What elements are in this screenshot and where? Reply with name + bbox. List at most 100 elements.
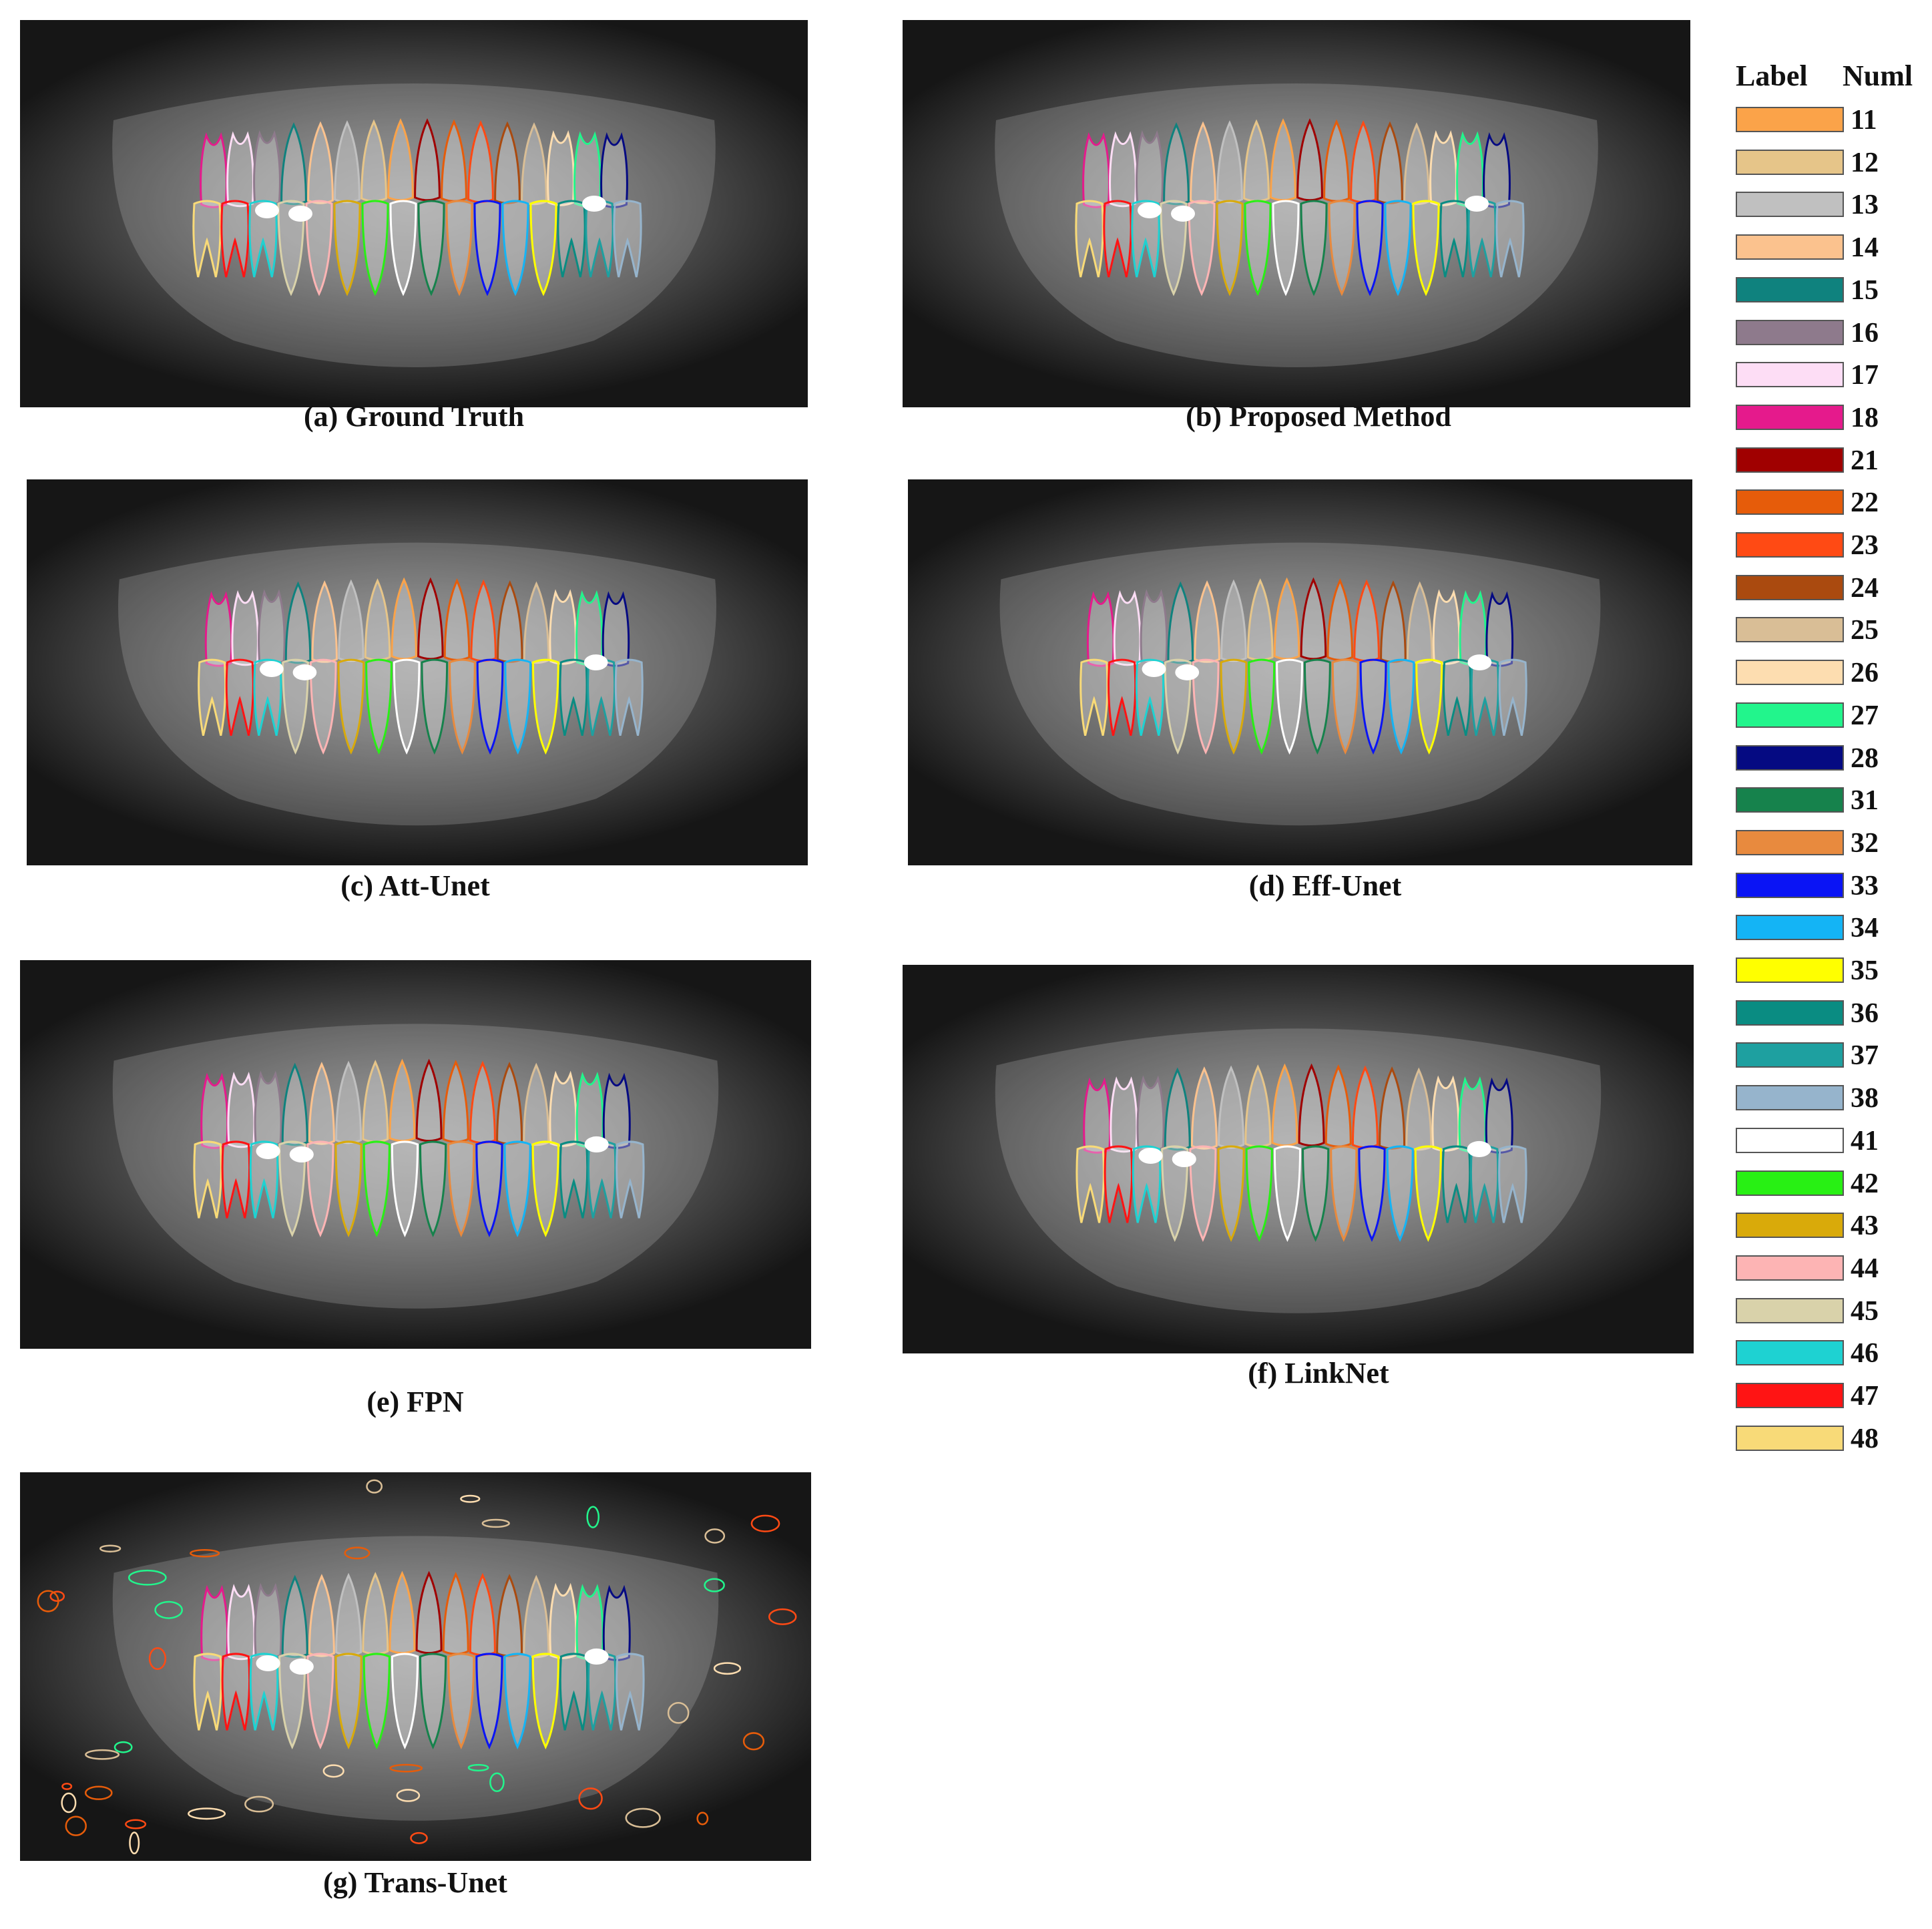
tooth-17	[226, 131, 254, 208]
false-positive-blob	[696, 1811, 709, 1826]
false-positive-blob	[322, 1764, 344, 1778]
tooth-48	[1075, 200, 1104, 278]
legend-swatch	[1736, 107, 1844, 132]
legend-item-43: 43	[1736, 1211, 1932, 1241]
tooth-16	[258, 589, 286, 665]
tooth-15	[280, 122, 307, 206]
legend-number: 11	[1851, 105, 1877, 136]
tooth-24	[1379, 1066, 1406, 1150]
legend-item-12: 12	[1736, 147, 1932, 178]
tooth-48	[198, 658, 227, 736]
filling	[1175, 664, 1200, 680]
legend-swatch	[1736, 276, 1844, 302]
tooth-32	[449, 658, 476, 755]
tooth-32	[1328, 200, 1356, 296]
tooth-26	[1431, 1075, 1460, 1152]
legend-swatch	[1736, 915, 1844, 941]
tooth-48	[1079, 658, 1109, 736]
filling	[1138, 1147, 1163, 1164]
legend-item-46: 46	[1736, 1338, 1932, 1369]
segmentation-overlay	[995, 83, 1598, 367]
caption-f: (f) LinkNet	[1248, 1357, 1389, 1389]
tooth-14	[308, 1574, 335, 1657]
tooth-28	[602, 1072, 631, 1149]
false-positive-blob	[742, 1732, 765, 1751]
tooth-47	[1104, 1145, 1134, 1223]
legend-item-26: 26	[1736, 658, 1932, 688]
legend-number: 42	[1851, 1168, 1879, 1199]
legend-number: 33	[1851, 870, 1879, 901]
tooth-32	[445, 200, 473, 296]
tooth-25	[1405, 1067, 1433, 1151]
false-positive-blob	[467, 1763, 489, 1771]
tooth-26	[1432, 589, 1461, 665]
segmentation-overlay	[112, 83, 716, 367]
false-positive-blob	[129, 1832, 140, 1855]
tooth-42	[363, 1653, 391, 1749]
legend-item-44: 44	[1736, 1253, 1932, 1284]
tooth-34	[1387, 658, 1415, 755]
tooth-37	[1470, 658, 1499, 736]
legend-number: 32	[1851, 827, 1879, 859]
tooth-47	[225, 658, 254, 736]
legend-number: 12	[1851, 147, 1879, 178]
filling	[288, 206, 312, 222]
legend-number: 35	[1851, 955, 1879, 986]
legend-item-47: 47	[1736, 1381, 1932, 1412]
legend-item-35: 35	[1736, 955, 1932, 986]
tooth-35	[529, 200, 557, 296]
false-positive-blob	[125, 1819, 147, 1830]
legend-swatch	[1736, 957, 1844, 983]
legend-swatch	[1736, 574, 1844, 600]
tooth-34	[503, 1140, 531, 1237]
false-positive-blob	[244, 1795, 274, 1813]
tooth-27	[573, 131, 601, 208]
tooth-26	[549, 1582, 577, 1659]
filling	[583, 654, 608, 671]
legend-number: 13	[1851, 190, 1879, 221]
tooth-37	[587, 658, 616, 736]
legend-swatch	[1736, 744, 1844, 771]
tooth-27	[1458, 1076, 1487, 1153]
false-positive-blob	[49, 1590, 65, 1602]
legend-item-17: 17	[1736, 360, 1932, 391]
tooth-46	[248, 200, 278, 278]
tooth-43	[1216, 200, 1244, 296]
tooth-14	[311, 580, 338, 663]
tooth-14	[1190, 121, 1216, 204]
legend-item-16: 16	[1736, 318, 1932, 349]
legend-item-28: 28	[1736, 742, 1932, 774]
false-positive-blob	[389, 1763, 423, 1773]
false-positive-blob	[667, 1702, 690, 1724]
tooth-38	[1495, 200, 1525, 278]
tooth-38	[616, 1140, 645, 1219]
legend-item-45: 45	[1736, 1296, 1932, 1327]
tooth-24	[494, 121, 521, 204]
legend-swatch	[1736, 660, 1844, 686]
tooth-41	[391, 1140, 419, 1237]
legend-item-36: 36	[1736, 998, 1932, 1029]
legend-number: 28	[1851, 742, 1879, 774]
filling	[584, 1648, 609, 1665]
legend-item-32: 32	[1736, 827, 1932, 859]
tooth-25	[1403, 122, 1430, 206]
tooth-16	[1136, 1075, 1165, 1152]
false-positive-blob	[85, 1749, 120, 1760]
tooth-43	[334, 1140, 363, 1237]
false-positive-blob	[84, 1785, 113, 1800]
tooth-46	[1131, 200, 1160, 278]
legend-number: 47	[1851, 1381, 1879, 1412]
tooth-25	[521, 122, 547, 206]
tooth-35	[531, 1653, 559, 1749]
tooth-47	[1108, 658, 1137, 736]
caption-c: (c) Att-Unet	[340, 869, 490, 902]
tooth-47	[1103, 200, 1132, 278]
legend-item-11: 11	[1736, 105, 1932, 136]
false-positive-blob	[190, 1548, 220, 1558]
false-positive-blob	[713, 1662, 742, 1675]
tooth-28	[602, 1584, 631, 1661]
tooth-32	[1330, 1145, 1358, 1242]
tooth-38	[613, 200, 642, 278]
tooth-21	[415, 1570, 443, 1655]
tooth-21	[1298, 1063, 1325, 1147]
